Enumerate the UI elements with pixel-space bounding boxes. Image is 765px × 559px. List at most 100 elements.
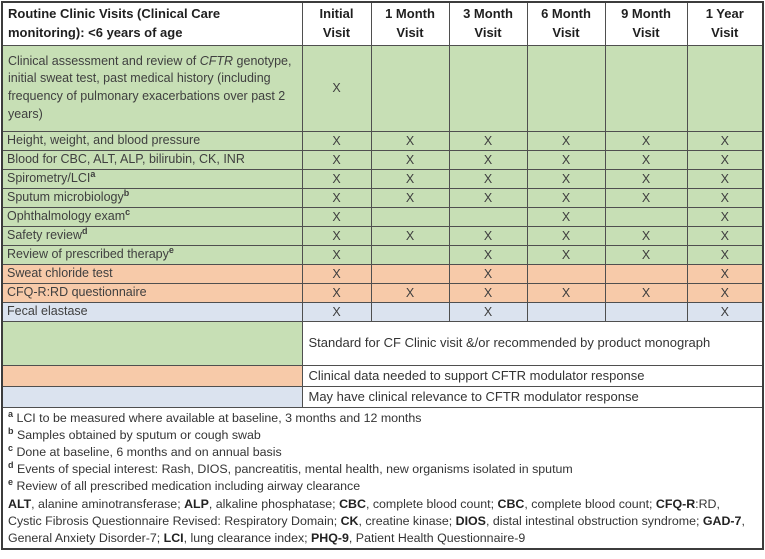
visit-column-header-3: 3 Month Visit: [448, 1, 528, 46]
table-header-row: Routine Clinic Visits (Clinical Care mon…: [1, 1, 764, 46]
abbreviation-item: GAD-7, General Anxiety Disorder-7;: [8, 514, 745, 545]
visit-mark-cell: [370, 244, 450, 265]
visit-mark-cell: [370, 44, 450, 132]
visit-column-header-6: 1 Year Visit: [686, 1, 764, 46]
row-label-text: Clinical assessment and review of: [8, 53, 200, 68]
footnote-marker: e: [168, 245, 174, 255]
footnote-marker: e: [8, 478, 14, 488]
visit-column-header-4: 6 Month Visit: [526, 1, 606, 46]
footnote-text: Events of special interest: Rash, DIOS, …: [13, 462, 573, 477]
footnote-marker: d: [82, 226, 88, 236]
visit-mark-cell: X: [448, 187, 528, 208]
abbreviation-term: PHQ-9: [311, 530, 349, 545]
visit-mark-cell: X: [686, 206, 764, 227]
visit-mark-cell: [370, 263, 450, 284]
visit-mark-cell: X: [686, 149, 764, 170]
footnote: d Events of special interest: Rash, DIOS…: [8, 461, 757, 478]
row-label-text: Height, weight, and blood pressure: [7, 132, 201, 147]
footnote: c Done at baseline, 6 months and on annu…: [8, 444, 757, 461]
footnote-marker: c: [8, 444, 14, 454]
legend-label: Clinical data needed to support CFTR mod…: [301, 364, 764, 387]
visit-mark-cell: X: [686, 225, 764, 246]
row-label: Ophthalmology examc: [1, 206, 303, 227]
visit-mark-cell: [604, 206, 688, 227]
footnote-marker: a: [90, 169, 96, 179]
row-label: CFQ-R:RD questionnaire: [1, 282, 303, 303]
abbreviation-item: DIOS, distal intestinal obstruction synd…: [456, 514, 703, 528]
visit-header-line1: 6 Month: [541, 6, 591, 21]
visit-mark-cell: X: [604, 244, 688, 265]
clinic-visits-table: Routine Clinic Visits (Clinical Care mon…: [1, 1, 764, 550]
abbreviation-desc: , Patient Health Questionnaire-9: [348, 530, 526, 545]
visit-mark-cell: X: [301, 301, 372, 322]
abbreviation-item: CBC, complete blood count;: [339, 497, 497, 511]
abbreviation-desc: , alanine aminotransferase;: [31, 496, 185, 511]
footnote-marker: d: [8, 461, 14, 471]
visit-mark-cell: X: [370, 149, 450, 170]
footnote-marker: a: [8, 409, 14, 419]
row-label: Fecal elastase: [1, 301, 303, 322]
footnotes-block: a LCI to be measured where available at …: [8, 410, 757, 496]
footnote-text: Samples obtained by sputum or cough swab: [13, 428, 261, 443]
abbreviation-term: ALP: [184, 496, 209, 511]
visit-header-line1: 3 Month: [463, 6, 513, 21]
visit-mark-cell: X: [370, 225, 450, 246]
legend-row: Clinical data needed to support CFTR mod…: [1, 364, 764, 387]
visit-mark-cell: X: [686, 244, 764, 265]
row-label-text: Safety review: [7, 227, 83, 242]
abbreviation-desc: , complete blood count;: [365, 496, 498, 511]
visit-mark-cell: X: [301, 44, 372, 132]
visit-mark-cell: X: [301, 225, 372, 246]
visit-mark-cell: [604, 301, 688, 322]
table-row: Ophthalmology examc X X X: [1, 206, 764, 227]
footnote-marker: c: [125, 207, 131, 217]
abbreviation-desc: :RD, Cystic Fibrosis Questionnaire Revis…: [8, 496, 720, 528]
visit-mark-cell: X: [448, 301, 528, 322]
legend-label-text: May have clinical relevance to CFTR modu…: [308, 388, 639, 404]
visit-column-header-5: 9 Month Visit: [604, 1, 688, 46]
visit-mark-cell: [526, 44, 606, 132]
visit-mark-cell: X: [448, 263, 528, 284]
visit-mark-cell: X: [301, 168, 372, 189]
visit-header-line2: Visit: [474, 24, 502, 40]
table-row: Safety reviewd X X X X X X: [1, 225, 764, 246]
footnote-text: Review of all prescribed medication incl…: [13, 479, 361, 494]
row-label-text: Sweat chloride test: [7, 265, 113, 280]
visit-mark-cell: X: [526, 168, 606, 189]
visit-mark-cell: X: [448, 168, 528, 189]
visit-mark-cell: X: [301, 244, 372, 265]
footnote-text: LCI to be measured where available at ba…: [13, 410, 422, 425]
table-row: Sputum microbiologyb X X X X X X: [1, 187, 764, 208]
visit-mark-cell: [448, 44, 528, 132]
legend-row: Standard for CF Clinic visit &/or recomm…: [1, 320, 764, 366]
visit-mark-cell: [370, 206, 450, 227]
row-label-text: Fecal elastase: [7, 303, 88, 318]
table-row: Sweat chloride test X X X: [1, 263, 764, 284]
visit-mark-cell: X: [526, 206, 606, 227]
abbreviation-desc: , alkaline phosphatase;: [208, 496, 340, 511]
abbreviation-desc: , distal intestinal obstruction syndrome…: [485, 513, 703, 528]
row-label-text: genotype, initial sweat test, past medic…: [8, 53, 292, 121]
visit-column-header-1: Initial Visit: [301, 1, 372, 46]
footnote-cell: a LCI to be measured where available at …: [1, 406, 764, 550]
visit-mark-cell: X: [604, 187, 688, 208]
table-row: Fecal elastase X X X: [1, 301, 764, 322]
abbreviation-item: ALP, alkaline phosphatase;: [184, 497, 339, 511]
abbreviation-item: CK, creatine kinase;: [341, 514, 456, 528]
visit-mark-cell: X: [526, 130, 606, 151]
table-row: Blood for CBC, ALT, ALP, bilirubin, CK, …: [1, 149, 764, 170]
abbreviation-term: DIOS: [455, 513, 486, 528]
visit-mark-cell: X: [686, 282, 764, 303]
visit-header-line1: 1 Month: [385, 6, 435, 21]
footnote: a LCI to be measured where available at …: [8, 410, 757, 427]
row-label: Sputum microbiologyb: [1, 187, 303, 208]
visit-mark-cell: [604, 44, 688, 132]
row-label-text: Review of prescribed therapy: [7, 246, 169, 261]
visit-mark-cell: X: [301, 130, 372, 151]
row-label-text: Sputum microbiology: [7, 189, 124, 204]
visit-header-line2: Visit: [552, 24, 580, 40]
visit-header-line1: Initial: [319, 6, 354, 21]
visit-header-line2: Visit: [632, 24, 660, 40]
legend-label: Standard for CF Clinic visit &/or recomm…: [301, 320, 764, 366]
legend-swatch-green: [1, 320, 303, 366]
